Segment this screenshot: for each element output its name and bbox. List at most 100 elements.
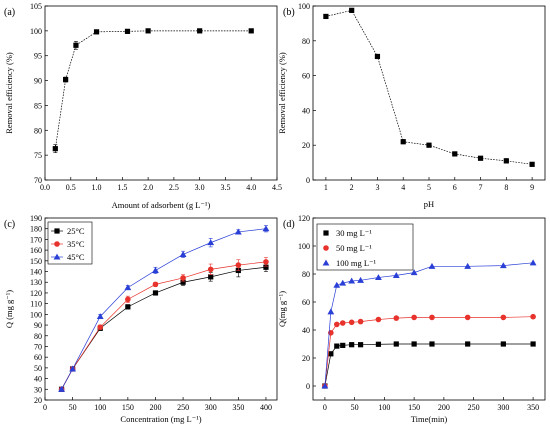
series-line bbox=[54, 30, 252, 149]
legend-marker bbox=[54, 241, 60, 247]
x-tick-label: 2 bbox=[350, 183, 354, 192]
y-tick-label: 60 bbox=[302, 298, 310, 307]
y-tick-label: 95 bbox=[34, 52, 42, 61]
x-tick-label: 1.5 bbox=[117, 183, 127, 192]
series-0 bbox=[52, 28, 254, 153]
data-point bbox=[348, 277, 356, 284]
y-tick-label: 60 bbox=[302, 72, 310, 81]
x-axis-label: pH bbox=[424, 199, 434, 209]
chart-panel-0: 0.0 0.5 1.0 1.5 2.0 2.5 3.0 3.5 4.0 4.5 70 75 80 85 90… bbox=[4, 2, 282, 210]
data-point bbox=[263, 264, 269, 270]
series-line bbox=[61, 261, 266, 390]
y-tick-label: 105 bbox=[30, 2, 42, 11]
data-point bbox=[349, 7, 355, 13]
x-tick-label: 100 bbox=[378, 403, 390, 412]
series-line bbox=[324, 316, 534, 387]
legend-marker bbox=[323, 230, 329, 236]
data-point bbox=[152, 290, 159, 296]
y-tick-label: 80 bbox=[34, 126, 42, 135]
panel-label-c: (c) bbox=[4, 219, 15, 230]
y-tick-label: 150 bbox=[30, 257, 42, 266]
x-tick-label: 0 bbox=[323, 403, 327, 412]
data-point bbox=[411, 314, 417, 321]
y-axis-label: Removal efficiency (%) bbox=[4, 52, 14, 134]
y-tick-label: 20 bbox=[302, 354, 310, 363]
x-tick-label: 400 bbox=[260, 403, 272, 412]
y-tick-label: 60 bbox=[34, 353, 42, 362]
y-tick-label: 190 bbox=[30, 214, 42, 223]
x-axis-label: Time(min) bbox=[411, 414, 448, 424]
x-tick-label: 50 bbox=[69, 403, 77, 412]
x-tick-label: 100 bbox=[94, 403, 106, 412]
series-1 bbox=[322, 313, 536, 389]
x-tick-label: 4.5 bbox=[272, 183, 282, 192]
y-axis-label: Removal efficiency (%) bbox=[277, 52, 287, 134]
chart-panel-3: 0 50 100 150 200 250 300 350 0 20 40 60 80 100 120 Time… bbox=[277, 214, 546, 424]
data-point bbox=[152, 267, 159, 274]
x-tick-label: 4.0 bbox=[246, 183, 256, 192]
data-point bbox=[179, 251, 187, 257]
data-point bbox=[248, 28, 254, 34]
y-tick-label: 120 bbox=[30, 289, 42, 298]
x-tick-label: 2.5 bbox=[169, 183, 179, 192]
legend: 30 mg L⁻¹ 50 mg L⁻¹ 100 mg L⁻¹ bbox=[316, 223, 414, 271]
x-tick-label: 150 bbox=[122, 403, 134, 412]
data-point bbox=[235, 262, 242, 268]
series-0 bbox=[322, 341, 536, 389]
y-tick-label: 100 bbox=[30, 27, 42, 36]
legend-box bbox=[316, 223, 414, 271]
y-tick-label: 50 bbox=[34, 364, 42, 373]
legend-label: 50 mg L⁻¹ bbox=[336, 243, 372, 253]
x-tick-label: 350 bbox=[527, 403, 539, 412]
y-tick-label: 0 bbox=[306, 382, 310, 391]
legend-marker bbox=[322, 259, 330, 266]
x-tick-label: 250 bbox=[468, 403, 480, 412]
x-tick-label: 3.0 bbox=[195, 183, 205, 192]
data-point bbox=[503, 158, 509, 164]
x-tick-label: 350 bbox=[232, 403, 244, 412]
data-point bbox=[263, 259, 269, 265]
data-point bbox=[262, 225, 270, 232]
data-point bbox=[375, 274, 382, 281]
chart-panel-2: 0 50 100 150 200 250 300 350 4002030405060708090… bbox=[4, 214, 278, 424]
series-line bbox=[61, 266, 266, 390]
series-2 bbox=[321, 259, 537, 389]
data-point bbox=[152, 281, 159, 288]
legend-marker bbox=[54, 228, 60, 234]
data-point bbox=[323, 13, 329, 20]
data-point bbox=[96, 313, 104, 320]
x-axis-label: Concentration (mg L⁻¹) bbox=[120, 414, 201, 424]
data-point bbox=[429, 314, 435, 321]
data-point bbox=[530, 341, 536, 347]
data-point bbox=[321, 382, 329, 389]
panel-label-a: (a) bbox=[4, 7, 15, 18]
data-point bbox=[124, 284, 132, 291]
series-line bbox=[324, 343, 534, 387]
data-point bbox=[410, 269, 418, 276]
legend: 25°C 35°C 45°C bbox=[47, 221, 93, 265]
data-point bbox=[124, 28, 131, 34]
data-point bbox=[464, 262, 472, 269]
x-tick-label: 200 bbox=[149, 403, 161, 412]
series-2 bbox=[58, 225, 270, 392]
data-point bbox=[328, 351, 334, 357]
y-tick-label: 100 bbox=[30, 310, 42, 319]
x-tick-label: 8 bbox=[504, 183, 508, 192]
plot-frame bbox=[44, 217, 278, 401]
data-point bbox=[348, 319, 355, 326]
y-tick-label: 100 bbox=[298, 242, 310, 251]
data-point bbox=[180, 279, 186, 285]
x-tick-label: 9 bbox=[530, 183, 534, 192]
legend-marker bbox=[323, 245, 329, 251]
x-tick-label: 1 bbox=[324, 183, 328, 192]
y-tick-label: 20 bbox=[34, 396, 42, 405]
x-tick-label: 0.5 bbox=[66, 183, 76, 192]
data-point bbox=[180, 275, 186, 281]
x-tick-label: 300 bbox=[497, 403, 509, 412]
y-tick-label: 90 bbox=[34, 77, 42, 86]
data-point bbox=[73, 42, 79, 48]
x-tick-label: 4 bbox=[401, 183, 405, 192]
data-point bbox=[426, 142, 432, 148]
data-point bbox=[97, 324, 104, 331]
legend-marker bbox=[53, 253, 61, 260]
